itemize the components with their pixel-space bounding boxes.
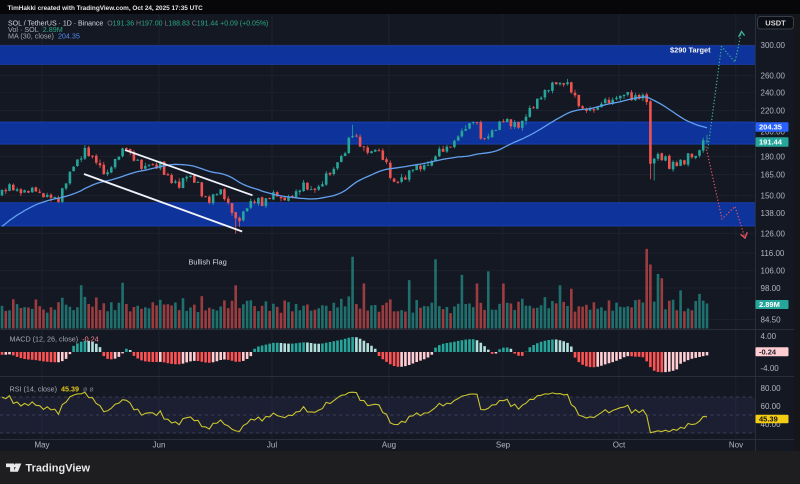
svg-text:98.00: 98.00: [761, 284, 782, 293]
svg-text:TradingView: TradingView: [26, 463, 91, 475]
svg-text:SOL / TetherUS · 1D · Binance: SOL / TetherUS · 1D · Binance O191.36 H1…: [8, 20, 268, 27]
svg-text:Oct: Oct: [613, 441, 626, 450]
svg-text:RSI (14, close) 45.39 ø ø: RSI (14, close) 45.39 ø ø: [10, 385, 95, 394]
svg-text:Aug: Aug: [382, 441, 396, 450]
svg-text:220.00: 220.00: [761, 106, 786, 115]
svg-text:$290 Target: $290 Target: [670, 45, 711, 54]
svg-text:138.00: 138.00: [761, 209, 786, 218]
svg-text:126.00: 126.00: [761, 229, 786, 238]
svg-text:-4.00: -4.00: [761, 364, 780, 373]
svg-text:May: May: [34, 441, 49, 450]
svg-text:Vol · SOL 2.89M: Vol · SOL 2.89M: [8, 25, 63, 34]
svg-text:300.00: 300.00: [761, 41, 786, 50]
svg-text:Sep: Sep: [496, 441, 511, 450]
svg-text:Nov: Nov: [729, 441, 743, 450]
svg-text:106.00: 106.00: [761, 266, 786, 275]
svg-text:Jul: Jul: [267, 441, 277, 450]
svg-text:165.00: 165.00: [761, 170, 786, 179]
svg-text:200.00: 200.00: [761, 127, 786, 136]
svg-text:60.00: 60.00: [761, 402, 782, 411]
svg-text:45.39: 45.39: [759, 415, 778, 424]
svg-text:USDT: USDT: [765, 19, 786, 28]
svg-text:150.00: 150.00: [761, 191, 786, 200]
svg-text:TimHakki created with TradingV: TimHakki created with TradingView.com, O…: [8, 5, 204, 12]
svg-text:40.00: 40.00: [761, 420, 782, 429]
svg-text:-0.24: -0.24: [759, 347, 777, 356]
svg-text:240.00: 240.00: [761, 88, 786, 97]
svg-text:191.44: 191.44: [759, 138, 783, 147]
svg-text:80.00: 80.00: [761, 384, 782, 393]
svg-text:4.00: 4.00: [761, 332, 777, 341]
svg-text:MACD (12, 26, close) -0.24: MACD (12, 26, close) -0.24: [10, 335, 99, 344]
svg-text:84.50: 84.50: [761, 315, 782, 324]
svg-text:Jun: Jun: [153, 441, 166, 450]
svg-text:180.00: 180.00: [761, 152, 786, 161]
svg-text:Bullish Flag: Bullish Flag: [189, 257, 227, 266]
svg-text:204.35: 204.35: [759, 123, 782, 132]
svg-text:116.00: 116.00: [761, 249, 785, 258]
svg-text:2.89M: 2.89M: [759, 300, 780, 309]
svg-text:MA (30, close) 204.35: MA (30, close) 204.35: [8, 31, 80, 40]
svg-text:260.00: 260.00: [761, 71, 786, 80]
